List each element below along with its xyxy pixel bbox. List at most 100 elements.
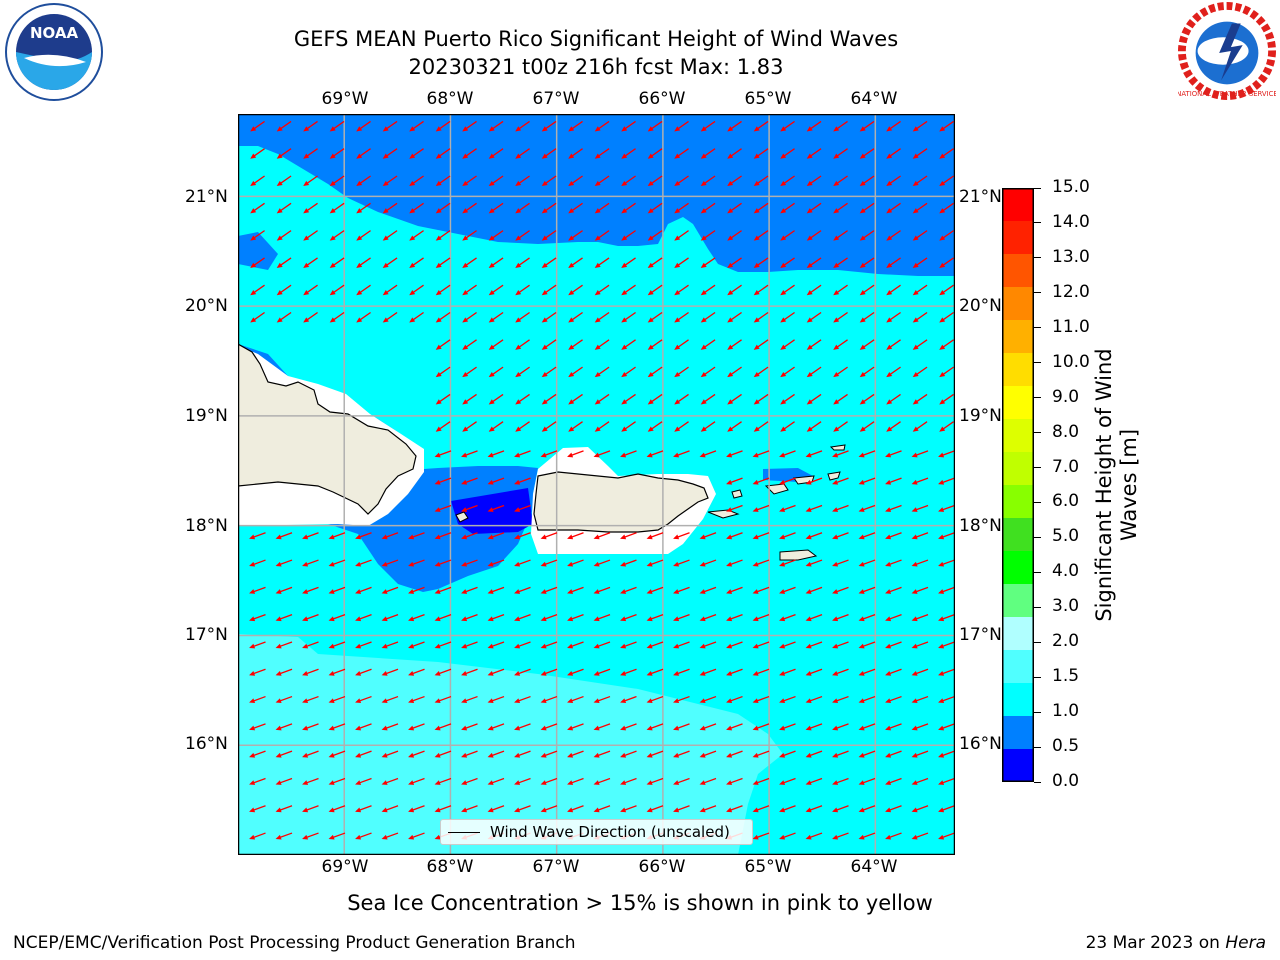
wind-wave-arrow bbox=[515, 202, 530, 214]
colorbar-tick-label: 9.0 bbox=[1052, 386, 1080, 407]
wind-wave-arrow bbox=[832, 450, 849, 458]
wind-wave-arrow bbox=[939, 230, 954, 241]
wind-wave-arrow bbox=[911, 641, 929, 649]
wind-wave-arrow bbox=[462, 148, 477, 159]
wind-wave-arrow bbox=[302, 586, 319, 594]
wind-wave-arrow bbox=[515, 393, 530, 405]
wind-wave-arrow bbox=[939, 257, 954, 268]
wind-wave-arrow bbox=[646, 614, 664, 622]
wind-wave-arrow bbox=[912, 284, 928, 296]
wind-wave-arrow bbox=[911, 614, 929, 622]
wind-wave-arrow bbox=[594, 202, 610, 214]
colorbar-tick-mark bbox=[1034, 781, 1041, 783]
colorbar-tick-mark bbox=[1034, 327, 1041, 329]
wind-wave-arrow bbox=[753, 311, 769, 323]
colorbar-tick-label: 1.5 bbox=[1052, 666, 1080, 687]
wind-wave-arrow bbox=[779, 777, 796, 785]
colorbar-tick-label: 0.5 bbox=[1052, 736, 1080, 757]
wind-wave-arrow bbox=[674, 311, 689, 323]
wind-wave-arrow bbox=[727, 120, 742, 132]
wind-wave-arrow bbox=[276, 120, 292, 132]
wind-wave-arrow bbox=[727, 148, 742, 159]
wind-wave-arrow bbox=[938, 723, 955, 731]
wind-wave-arrow bbox=[912, 148, 928, 159]
wind-wave-arrow bbox=[911, 477, 929, 485]
wind-wave-arrow bbox=[752, 641, 770, 649]
wind-wave-arrow bbox=[303, 175, 318, 187]
wind-wave-arrow bbox=[487, 614, 505, 622]
wind-wave-arrow bbox=[540, 805, 558, 813]
wind-wave-arrow bbox=[647, 120, 663, 132]
wind-wave-arrow bbox=[700, 339, 716, 350]
wind-wave-arrow bbox=[541, 257, 557, 268]
wind-wave-arrow bbox=[885, 477, 902, 485]
wind-wave-arrow bbox=[355, 695, 372, 704]
wind-wave-arrow bbox=[779, 614, 796, 622]
wind-wave-arrow bbox=[621, 421, 636, 432]
wind-wave-arrow bbox=[752, 832, 770, 840]
wind-wave-arrow bbox=[806, 393, 822, 405]
wind-wave-arrow bbox=[753, 366, 769, 378]
wind-wave-arrow bbox=[515, 284, 530, 296]
colorbar-tick-mark bbox=[1034, 292, 1041, 294]
wind-wave-arrow bbox=[700, 421, 716, 432]
colorbar-segment bbox=[1002, 518, 1034, 552]
wind-wave-arrow bbox=[752, 805, 770, 813]
wind-wave-arrow bbox=[911, 777, 929, 785]
wind-wave-arrow bbox=[646, 777, 664, 785]
wind-wave-arrow bbox=[700, 311, 716, 323]
land-st-thomas bbox=[764, 483, 789, 495]
land-anegada bbox=[829, 444, 846, 451]
map-frame bbox=[238, 114, 955, 855]
wind-wave-arrow bbox=[726, 559, 743, 567]
wind-wave-arrow bbox=[727, 339, 742, 350]
wind-wave-arrow bbox=[593, 695, 611, 704]
wind-wave-arrow bbox=[381, 777, 399, 785]
wind-wave-arrow bbox=[487, 504, 505, 512]
wind-wave-arrow bbox=[462, 202, 477, 214]
wind-wave-arrow bbox=[886, 339, 901, 350]
wind-wave-arrow bbox=[858, 504, 876, 512]
wind-wave-arrow bbox=[328, 695, 346, 704]
wind-wave-arrow bbox=[409, 202, 424, 214]
wind-wave-arrow bbox=[275, 586, 293, 594]
wind-wave-arrow bbox=[487, 695, 505, 704]
wind-wave-arrow bbox=[275, 832, 293, 840]
wind-wave-arrow bbox=[329, 311, 345, 323]
wind-wave-arrow bbox=[699, 559, 717, 567]
wind-wave-arrow bbox=[567, 723, 584, 731]
wind-wave-arrow bbox=[302, 832, 319, 840]
wind-wave-arrow bbox=[673, 805, 690, 813]
wind-wave-arrow bbox=[621, 120, 636, 132]
colorbar-segment bbox=[1002, 221, 1034, 255]
wind-wave-arrow bbox=[250, 148, 265, 159]
wind-wave-arrow bbox=[329, 202, 345, 214]
wind-wave-arrow bbox=[488, 148, 504, 159]
wind-wave-arrow bbox=[885, 614, 902, 622]
wind-wave-arrow bbox=[249, 832, 266, 840]
wind-wave-arrow bbox=[594, 148, 610, 159]
wind-wave-arrow bbox=[303, 230, 318, 241]
chart-subtitle: 20230321 t00z 216h fcst Max: 1.83 bbox=[408, 55, 784, 79]
wind-wave-arrow bbox=[621, 284, 636, 296]
wind-wave-arrow bbox=[408, 832, 425, 840]
wind-wave-arrow bbox=[700, 393, 716, 405]
wind-wave-arrow bbox=[700, 148, 716, 159]
lon-label-bottom-66w: 66°W bbox=[638, 857, 686, 877]
wind-wave-arrow bbox=[832, 477, 849, 485]
wind-wave-arrow bbox=[674, 366, 689, 378]
wind-wave-arrow bbox=[780, 311, 795, 323]
wind-wave-arrow bbox=[885, 641, 902, 649]
wind-wave-arrow bbox=[647, 393, 663, 405]
wind-wave-arrow bbox=[408, 559, 425, 567]
wind-wave-arrow bbox=[515, 148, 530, 159]
wind-wave-arrow bbox=[487, 777, 505, 785]
wind-wave-arrow bbox=[646, 641, 664, 649]
wind-wave-arrow bbox=[515, 366, 530, 378]
wind-wave-arrow bbox=[487, 805, 505, 813]
wind-wave-arrow bbox=[912, 339, 928, 350]
wind-wave-arrow bbox=[859, 421, 875, 432]
wind-wave-arrow bbox=[621, 257, 636, 268]
wind-wave-arrow bbox=[858, 668, 876, 676]
wind-wave-arrow bbox=[939, 311, 954, 323]
